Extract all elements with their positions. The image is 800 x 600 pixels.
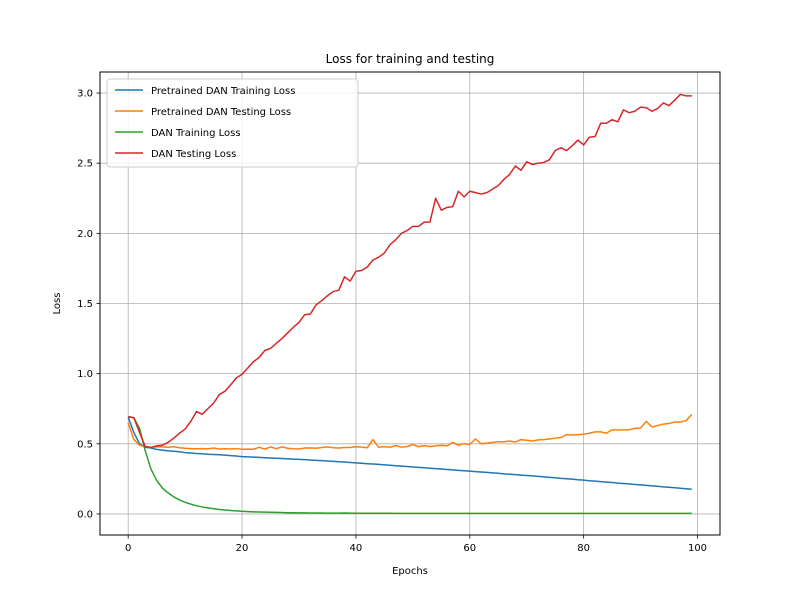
- chart-title: Loss for training and testing: [326, 52, 495, 66]
- series-line-4: [127, 93, 692, 449]
- y-tick-label: 0.5: [77, 439, 93, 450]
- legend-entry-label: DAN Testing Loss: [151, 149, 236, 160]
- x-tick-label: 0: [125, 543, 131, 554]
- series-line-2: [127, 413, 693, 451]
- x-tick-label: 100: [688, 543, 707, 554]
- series-line-3: [128, 415, 692, 515]
- legend-entry-label: DAN Training Loss: [151, 128, 241, 139]
- x-axis: 0 20 40 60 80 100: [125, 535, 707, 554]
- series-line-1: [127, 416, 692, 491]
- y-axis: 0.0 0.5 1.0 1.5 2.0 2.5 3.0: [77, 89, 100, 520]
- x-tick-label: 20: [236, 543, 249, 554]
- y-tick-label: 2.0: [77, 229, 93, 240]
- y-tick-label: 3.0: [77, 89, 93, 100]
- x-axis-label: Epochs: [392, 566, 428, 577]
- y-tick-label: 0.0: [77, 509, 93, 520]
- y-axis-label: Loss: [52, 293, 63, 315]
- x-tick-label: 60: [463, 543, 476, 554]
- series-layer: [127, 93, 693, 515]
- legend: Pretrained DAN Training Loss Pretrained D…: [106, 78, 359, 168]
- y-tick-label: 1.5: [77, 299, 93, 310]
- legend-box: [106, 78, 359, 168]
- legend-entry-label: Pretrained DAN Training Loss: [151, 86, 295, 97]
- y-tick-label: 1.0: [77, 369, 93, 380]
- x-tick-label: 40: [350, 543, 363, 554]
- legend-entry-label: Pretrained DAN Testing Loss: [151, 107, 291, 118]
- x-tick-label: 80: [577, 543, 590, 554]
- y-tick-label: 2.5: [77, 159, 93, 170]
